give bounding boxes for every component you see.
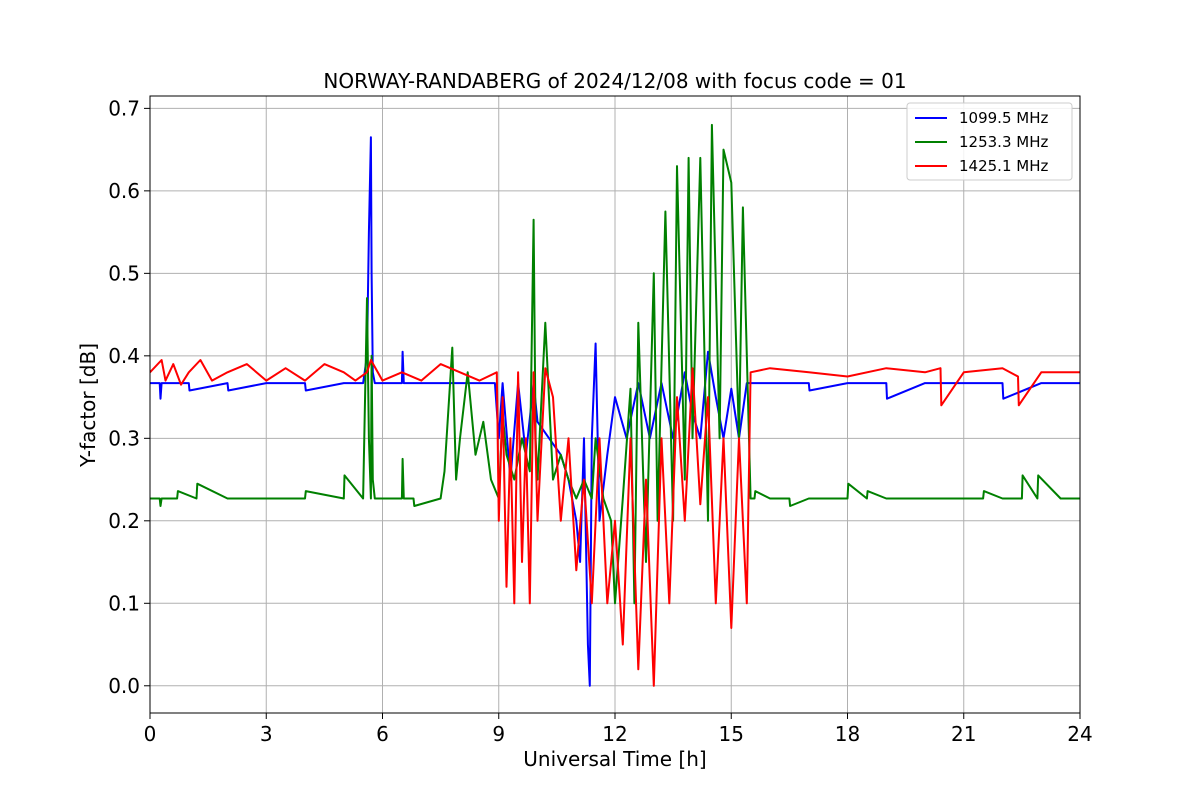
chart-title: NORWAY-RANDABERG of 2024/12/08 with focu… [323,69,906,93]
x-tick-label: 18 [835,722,860,746]
x-tick-label: 21 [951,722,976,746]
series-line-3 [150,359,1080,687]
legend: 1099.5 MHz 1253.3 MHz 1425.1 MHz [906,102,1073,181]
x-tick-label: 3 [260,722,273,746]
y-tick-label: 0.7 [108,96,140,120]
x-tick-label: 9 [492,722,505,746]
y-tick-label: 0.3 [108,426,140,450]
y-tick-label: 0.4 [108,344,140,368]
y-axis-label: Y-factor [dB] [76,343,100,468]
y-tick-label: 0.6 [108,179,140,203]
y-tick-label: 0.1 [108,591,140,615]
axis-ticks: 0 3 6 9 12 15 18 21 24 0.0 0.1 0.2 0.3 0.4 0.5 0.6 0.7 [108,96,1093,746]
x-tick-label: 6 [376,722,389,746]
y-tick-label: 0.2 [108,509,140,533]
plot-series-area [150,123,1080,687]
x-tick-label: 15 [719,722,744,746]
legend-entry-label: 1425.1 MHz [959,157,1048,175]
y-tick-label: 0.0 [108,674,140,698]
legend-box [906,102,1073,181]
x-tick-label: 12 [602,722,627,746]
x-tick-label: 24 [1067,722,1092,746]
legend-entry-label: 1253.3 MHz [959,133,1048,151]
legend-entry-label: 1099.5 MHz [959,109,1048,127]
y-tick-label: 0.5 [108,261,140,285]
x-tick-label: 0 [144,722,157,746]
x-axis-label: Universal Time [h] [523,747,706,771]
